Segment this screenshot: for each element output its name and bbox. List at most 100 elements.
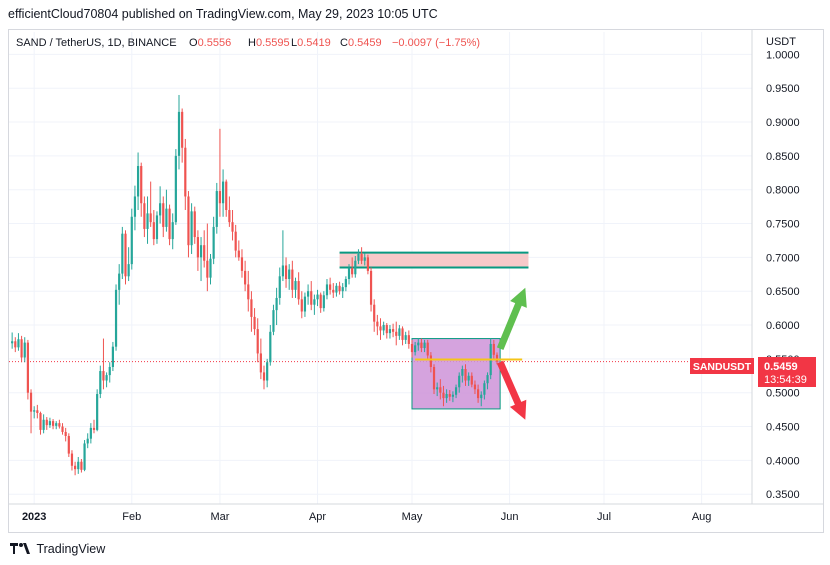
- time-axis: 2023 Feb Mar Apr May Jun Jul Aug: [22, 511, 711, 523]
- candle-body: [80, 461, 83, 470]
- candle-body: [89, 427, 92, 439]
- candle-body: [42, 419, 45, 430]
- candle: [262, 365, 266, 390]
- candles: [11, 94, 499, 476]
- candle: [322, 291, 325, 312]
- candle-body: [495, 354, 499, 362]
- candle-body: [288, 269, 291, 280]
- ohlc-o-label: O: [189, 37, 198, 49]
- resistance-zone: [339, 252, 529, 268]
- candle-body: [458, 375, 461, 388]
- candle: [33, 406, 36, 419]
- candle: [288, 264, 291, 290]
- candle: [420, 338, 423, 353]
- candle: [454, 384, 458, 399]
- candle: [171, 213, 174, 250]
- candle-body: [118, 273, 121, 290]
- candle: [464, 364, 467, 386]
- candle-body: [259, 353, 262, 373]
- candle: [55, 421, 58, 430]
- candle: [313, 294, 316, 315]
- svg-text:C0.5459: C0.5459: [340, 37, 382, 49]
- ohlc-l-value: 0.5419: [297, 37, 331, 49]
- candle-body: [306, 291, 310, 297]
- svg-text:H0.5595: H0.5595: [248, 37, 290, 49]
- candle-body: [269, 331, 272, 363]
- candle-body: [20, 339, 23, 358]
- candle-body: [322, 295, 325, 309]
- candle: [379, 318, 382, 340]
- ohlc-change: −0.0097 (−1.75%): [392, 37, 480, 49]
- candle: [256, 318, 259, 363]
- candle: [133, 185, 137, 231]
- candle: [67, 433, 70, 457]
- candle-body: [347, 268, 351, 280]
- candle-body: [193, 211, 196, 238]
- candle: [215, 182, 218, 234]
- candle: [357, 249, 360, 265]
- candle: [184, 138, 187, 210]
- publisher-line: efficientCloud70804 published on Trading…: [8, 7, 438, 21]
- candle-body: [168, 208, 171, 240]
- candle: [404, 331, 407, 344]
- candle: [199, 237, 203, 282]
- candle-body: [486, 375, 489, 384]
- candle-body: [114, 289, 118, 347]
- candle-body: [162, 203, 165, 227]
- candle-body: [221, 181, 225, 204]
- candle: [407, 330, 410, 349]
- candle-body: [133, 196, 137, 217]
- price-tick-label: 0.5000: [766, 388, 800, 400]
- candle: [278, 267, 281, 305]
- candle-body: [140, 166, 143, 204]
- candle: [221, 169, 225, 217]
- candle-body: [23, 342, 26, 358]
- candle-body: [303, 296, 307, 312]
- candle-body: [464, 369, 467, 381]
- candle: [492, 339, 495, 359]
- candle: [206, 223, 209, 292]
- candle: [29, 389, 33, 434]
- candle-body: [354, 260, 357, 275]
- svg-text:O0.5556: O0.5556: [189, 37, 231, 49]
- candle-body: [55, 423, 58, 426]
- candle-body: [429, 355, 432, 367]
- price-tick-label: 0.6000: [766, 320, 800, 332]
- candle-body: [266, 362, 269, 381]
- candle: [303, 292, 307, 317]
- candle-body: [209, 258, 212, 278]
- candle-body: [473, 384, 477, 390]
- candle: [14, 337, 17, 353]
- candle-body: [99, 371, 102, 395]
- candle-body: [67, 435, 70, 454]
- candle: [127, 247, 130, 282]
- candle: [240, 249, 244, 278]
- candle: [344, 276, 347, 292]
- candle-body: [319, 294, 322, 309]
- candle-body: [451, 394, 455, 397]
- candle: [366, 254, 370, 275]
- candle-body: [77, 461, 80, 470]
- candle-body: [181, 111, 184, 148]
- candle: [250, 291, 253, 332]
- tradingview-logo-icon: [10, 542, 30, 554]
- candle: [136, 152, 140, 210]
- candle: [401, 326, 404, 346]
- price-tick-label: 0.7500: [766, 219, 800, 231]
- candle: [448, 389, 451, 401]
- candle-body: [363, 257, 366, 261]
- candle-body: [454, 387, 458, 395]
- candle: [266, 358, 269, 388]
- candle-body: [64, 431, 67, 436]
- candle: [39, 411, 42, 435]
- price-tick-label: 1.0000: [766, 49, 800, 61]
- candle: [417, 338, 420, 351]
- candle-body: [48, 421, 52, 426]
- candle-body: [297, 281, 300, 300]
- candle-body: [45, 419, 48, 426]
- candle: [458, 372, 461, 393]
- candle: [480, 391, 483, 407]
- candle-body: [414, 345, 417, 353]
- candle: [111, 341, 114, 372]
